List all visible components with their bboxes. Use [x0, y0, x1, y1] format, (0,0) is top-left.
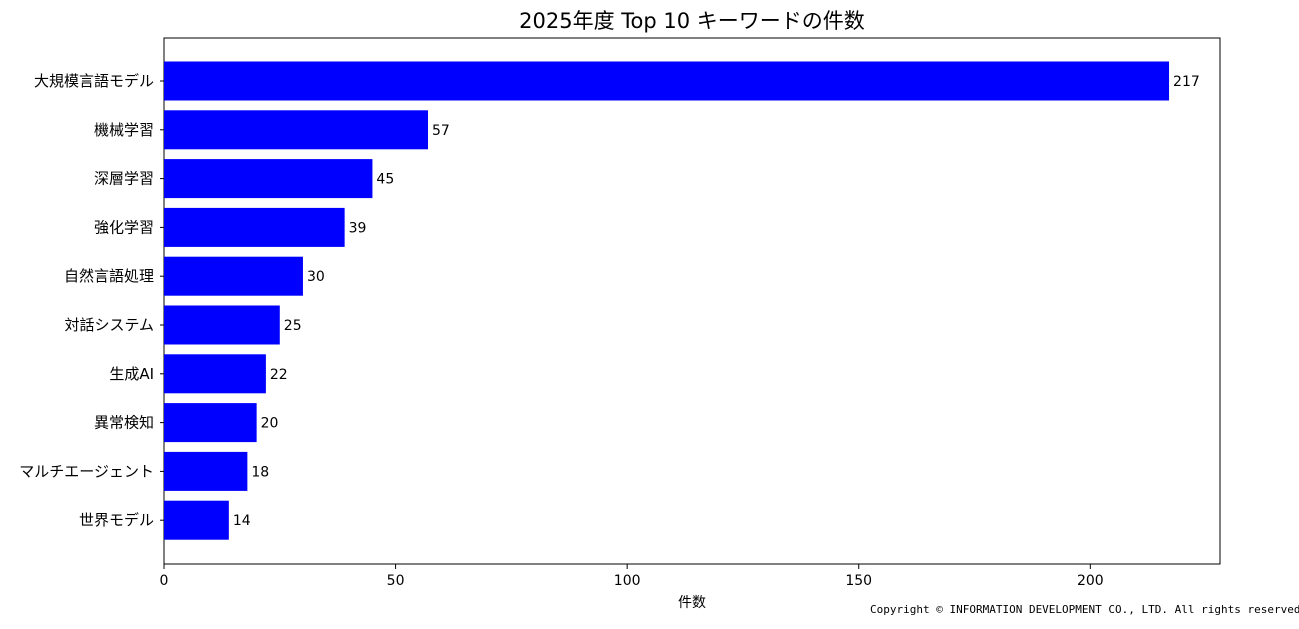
value-label: 57: [432, 123, 450, 139]
x-tick-label: 150: [845, 573, 872, 589]
value-label: 22: [270, 367, 288, 383]
value-label: 25: [284, 318, 302, 334]
bar: [164, 159, 373, 199]
bar: [164, 500, 229, 540]
value-label: 20: [261, 416, 279, 432]
category-label: 世界モデル: [79, 511, 154, 529]
category-label: マルチエージェント: [19, 462, 154, 480]
bar: [164, 256, 303, 296]
bar: [164, 451, 248, 491]
value-label: 39: [349, 220, 367, 236]
value-labels: 217 57 45 39 30 25 22 20 18 14: [233, 74, 1200, 529]
x-tick-label: 100: [614, 573, 641, 589]
category-label: 生成AI: [109, 365, 154, 383]
bar: [164, 305, 280, 345]
copyright-notice: Copyright © INFORMATION DEVELOPMENT CO.,…: [870, 603, 1299, 616]
x-axis-label: 件数: [678, 595, 706, 611]
x-axis-ticks: 0 50 100 150 200: [160, 564, 1104, 589]
value-label: 45: [376, 172, 394, 188]
x-tick-label: 200: [1077, 573, 1104, 589]
value-label: 217: [1173, 74, 1200, 90]
value-label: 30: [307, 269, 325, 285]
category-label: 対話システム: [64, 316, 154, 334]
plot-frame: [163, 37, 1221, 565]
bar: [164, 110, 428, 150]
value-label: 14: [233, 513, 251, 529]
value-label: 18: [251, 464, 269, 480]
chart-title: 2025年度 Top 10 キーワードの件数: [519, 9, 865, 33]
x-tick-label: 0: [160, 573, 169, 589]
category-label: 機械学習: [94, 121, 154, 139]
x-tick-label: 50: [387, 573, 405, 589]
bar: [164, 403, 257, 443]
bars-group: [164, 61, 1170, 540]
category-label: 自然言語処理: [64, 267, 154, 285]
bar: [164, 61, 1170, 101]
category-label: 大規模言語モデル: [34, 72, 154, 90]
category-label: 異常検知: [94, 414, 154, 432]
bar: [164, 354, 266, 394]
category-label: 強化学習: [94, 218, 154, 236]
category-label: 深層学習: [94, 170, 154, 188]
bar: [164, 207, 345, 247]
